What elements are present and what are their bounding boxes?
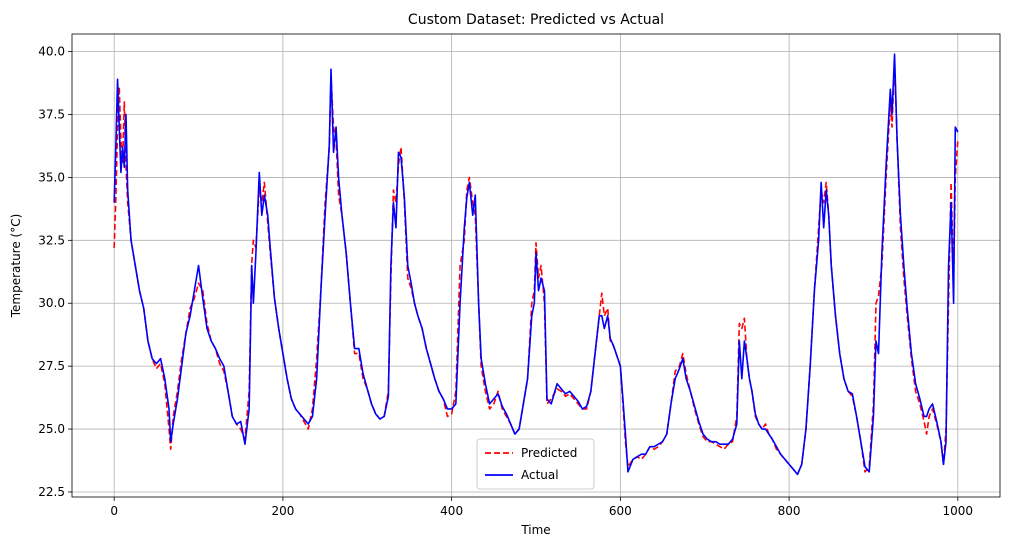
y-tick-label: 37.5 <box>38 108 65 122</box>
series-line-actual <box>113 53 959 476</box>
y-axis-label: Temperature (°C) <box>9 214 23 319</box>
x-tick-label: 400 <box>440 504 463 518</box>
x-tick-label: 0 <box>110 504 118 518</box>
x-axis-label: Time <box>520 523 550 537</box>
y-tick-label: 22.5 <box>38 485 65 499</box>
y-tick-label: 30.0 <box>38 296 65 310</box>
series-layer <box>113 53 959 476</box>
legend-box <box>476 438 595 490</box>
plot-frame <box>71 33 1001 498</box>
chart-title: Custom Dataset: Predicted vs Actual <box>408 12 664 28</box>
grid <box>72 34 1000 497</box>
y-tick-label: 35.0 <box>38 170 65 184</box>
x-tick-label: 800 <box>778 504 801 518</box>
x-tick-label: 200 <box>271 504 294 518</box>
y-tick-label: 40.0 <box>38 45 65 59</box>
x-tick-label: 1000 <box>943 504 974 518</box>
y-tick-label: 27.5 <box>38 359 65 373</box>
legend-label-actual: Actual <box>521 468 559 482</box>
legend: Predicted Actual <box>476 438 595 490</box>
y-tick-label: 32.5 <box>38 233 65 247</box>
legend-label-predicted: Predicted <box>521 446 577 460</box>
y-tick-label: 25.0 <box>38 422 65 436</box>
ticks: 0 200 400 600 800 1000 22.5 25.0 27.5 30.0 32.5 35.… <box>38 45 973 518</box>
x-tick-label: 600 <box>609 504 632 518</box>
series-line-predicted <box>113 60 959 476</box>
